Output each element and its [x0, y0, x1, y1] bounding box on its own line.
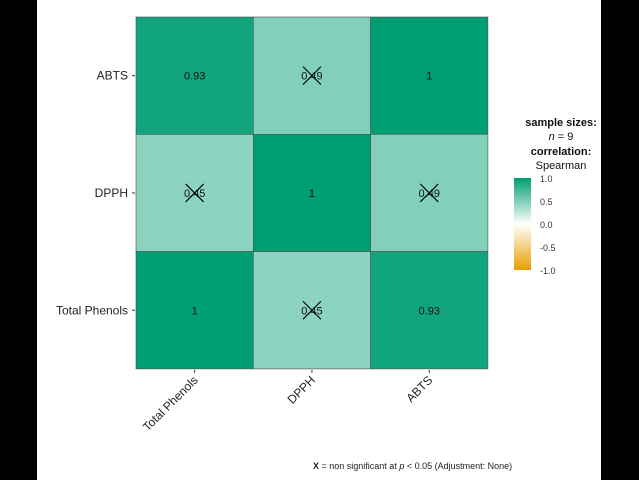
cross-stroke	[185, 183, 205, 203]
cell-value-label: 0.45	[301, 305, 322, 317]
legend-colorbar	[514, 178, 531, 270]
cell-value-label: 1	[192, 305, 198, 317]
heatmap-cell	[135, 16, 254, 135]
nonsignificant-cross-mark	[302, 66, 322, 86]
cell-value-label: 1	[309, 188, 315, 200]
significance-footnote: X = non significant at p < 0.05 (Adjustm…	[313, 461, 513, 471]
x-axis-label: DPPH	[285, 373, 318, 406]
cell-value-label: 0.49	[419, 188, 440, 200]
heatmap-cell	[253, 134, 371, 252]
x-axis-label: Total Phenols	[140, 373, 201, 434]
cell-value-label: 0.49	[301, 71, 322, 83]
cell-value-label: 0.93	[184, 71, 205, 83]
cell-value-label: 1	[426, 71, 432, 83]
legend-tick-label: -0.5	[540, 243, 556, 253]
x-axis-label: ABTS	[403, 373, 435, 405]
right-letterbox	[601, 0, 639, 480]
legend-tick-label: 1.0	[540, 174, 553, 184]
nonsignificant-cross-mark	[302, 300, 322, 320]
heatmap-cell	[135, 251, 254, 370]
cell-value-label: 0.45	[184, 188, 205, 200]
legend-tick-label: -1.0	[540, 266, 556, 276]
legend-correlation-method: Spearman	[535, 160, 587, 172]
left-letterbox	[0, 0, 37, 480]
legend-title-correlation: correlation:	[530, 146, 592, 158]
cell-value-label: 0.93	[419, 305, 440, 317]
heatmap-cell	[370, 16, 489, 135]
legend-title-sample-sizes: sample sizes:	[525, 117, 597, 129]
legend-tick-label: 0.0	[540, 220, 553, 230]
legend-sample-size: n = 9	[548, 131, 574, 143]
y-axis-label: ABTS	[97, 69, 128, 83]
nonsignificant-cross-mark	[185, 183, 205, 203]
nonsignificant-cross-mark	[419, 183, 439, 203]
y-axis-label: DPPH	[95, 186, 128, 200]
heatmap-cell	[370, 251, 489, 370]
cross-stroke	[302, 66, 322, 86]
legend-tick-label: 0.5	[540, 197, 553, 207]
cross-stroke	[419, 183, 439, 203]
cross-stroke	[302, 300, 322, 320]
y-axis-label: Total Phenols	[56, 303, 128, 317]
